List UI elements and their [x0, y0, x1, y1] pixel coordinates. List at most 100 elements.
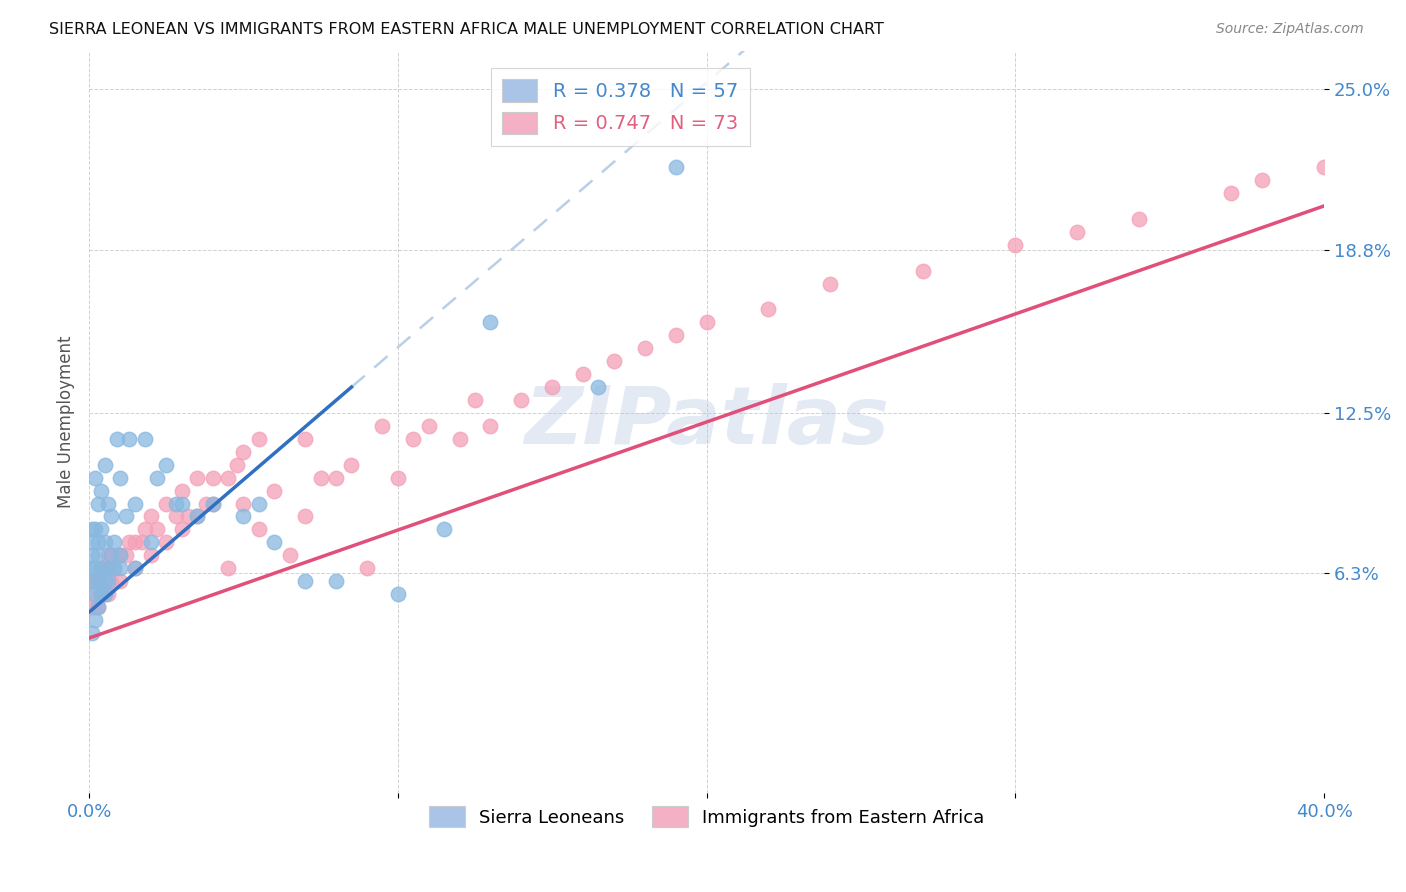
Point: [87, 574, 110, 589]
Point: [90, 587, 112, 601]
Point: [82, 549, 104, 563]
Point: [134, 432, 156, 446]
Point: [115, 549, 138, 563]
Point: [165, 509, 187, 524]
Point: [217, 470, 239, 484]
Point: [100, 549, 122, 563]
Point: [146, 523, 169, 537]
Point: [418, 418, 440, 433]
Point: [340, 458, 363, 472]
Point: [118, 535, 141, 549]
Point: [93, 587, 115, 601]
Point: [90, 483, 112, 498]
Legend: Sierra Leoneans, Immigrants from Eastern Africa: Sierra Leoneans, Immigrants from Eastern…: [419, 797, 994, 837]
Point: [186, 470, 208, 484]
Point: [139, 535, 162, 549]
Point: [90, 561, 112, 575]
Point: [294, 509, 316, 524]
Point: [449, 432, 471, 446]
Point: [165, 496, 187, 510]
Point: [84, 470, 107, 484]
Point: [756, 302, 779, 317]
Point: [146, 470, 169, 484]
Point: [217, 561, 239, 575]
Point: [387, 470, 409, 484]
Point: [155, 535, 177, 549]
Point: [510, 392, 533, 407]
Point: [1004, 237, 1026, 252]
Point: [232, 444, 254, 458]
Point: [97, 561, 120, 575]
Point: [93, 561, 115, 575]
Point: [97, 549, 120, 563]
Point: [105, 432, 128, 446]
Point: [232, 509, 254, 524]
Point: [325, 574, 347, 589]
Point: [134, 523, 156, 537]
Point: [108, 549, 131, 563]
Point: [195, 496, 218, 510]
Point: [1128, 211, 1150, 226]
Point: [93, 458, 115, 472]
Point: [108, 549, 131, 563]
Point: [82, 523, 104, 537]
Point: [84, 587, 107, 601]
Point: [139, 509, 162, 524]
Point: [103, 561, 125, 575]
Point: [325, 470, 347, 484]
Point: [1066, 225, 1088, 239]
Point: [1251, 173, 1274, 187]
Point: [911, 263, 934, 277]
Point: [433, 523, 456, 537]
Point: [247, 523, 270, 537]
Point: [1220, 186, 1243, 200]
Point: [170, 483, 193, 498]
Point: [464, 392, 486, 407]
Point: [115, 509, 138, 524]
Point: [155, 458, 177, 472]
Point: [118, 432, 141, 446]
Point: [93, 535, 115, 549]
Point: [97, 587, 120, 601]
Point: [541, 380, 564, 394]
Point: [263, 535, 285, 549]
Point: [226, 458, 249, 472]
Point: [90, 587, 112, 601]
Point: [263, 483, 285, 498]
Point: [97, 574, 120, 589]
Point: [87, 496, 110, 510]
Point: [100, 574, 122, 589]
Point: [87, 535, 110, 549]
Point: [124, 496, 146, 510]
Point: [82, 574, 104, 589]
Point: [665, 160, 688, 174]
Y-axis label: Male Unemployment: Male Unemployment: [58, 335, 75, 508]
Point: [84, 574, 107, 589]
Point: [87, 600, 110, 615]
Point: [309, 470, 332, 484]
Point: [170, 496, 193, 510]
Point: [84, 523, 107, 537]
Point: [103, 561, 125, 575]
Text: Source: ZipAtlas.com: Source: ZipAtlas.com: [1216, 22, 1364, 37]
Point: [100, 509, 122, 524]
Point: [186, 509, 208, 524]
Point: [82, 535, 104, 549]
Point: [124, 561, 146, 575]
Point: [294, 574, 316, 589]
Point: [84, 561, 107, 575]
Point: [100, 549, 122, 563]
Point: [82, 587, 104, 601]
Text: SIERRA LEONEAN VS IMMIGRANTS FROM EASTERN AFRICA MALE UNEMPLOYMENT CORRELATION C: SIERRA LEONEAN VS IMMIGRANTS FROM EASTER…: [49, 22, 884, 37]
Point: [387, 587, 409, 601]
Point: [87, 574, 110, 589]
Point: [588, 380, 610, 394]
Point: [665, 328, 688, 343]
Point: [201, 496, 224, 510]
Point: [108, 470, 131, 484]
Point: [90, 523, 112, 537]
Text: ZIPatlas: ZIPatlas: [524, 383, 889, 461]
Point: [93, 574, 115, 589]
Point: [82, 600, 104, 615]
Point: [479, 418, 502, 433]
